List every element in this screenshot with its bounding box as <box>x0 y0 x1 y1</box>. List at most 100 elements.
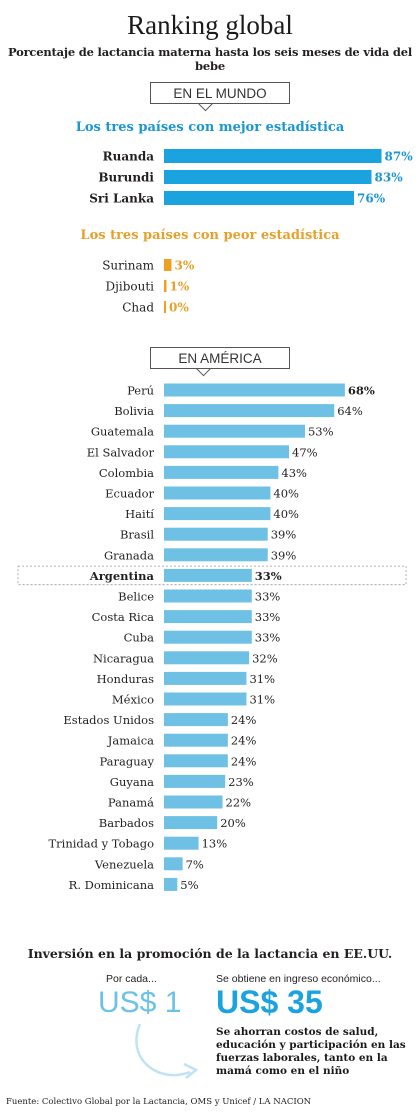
bar <box>164 170 372 184</box>
category-label: México <box>112 693 154 707</box>
value-label: 24% <box>231 734 257 748</box>
category-label: Ecuador <box>105 487 154 501</box>
bar <box>164 280 167 292</box>
flow-arrow <box>135 1023 199 1079</box>
bar <box>164 259 172 271</box>
category-label: Perú <box>127 384 154 398</box>
america-section-tab: EN AMÉRICA <box>150 347 290 369</box>
bar <box>164 816 218 830</box>
best-heading: Los tres países con mejor estadística <box>75 120 345 135</box>
category-label: Haití <box>125 507 154 521</box>
value-label: 5% <box>180 878 198 892</box>
bar <box>164 651 250 665</box>
value-label: 7% <box>186 857 204 871</box>
value-label: 33% <box>255 590 281 604</box>
bar <box>164 301 166 313</box>
bar <box>164 191 354 205</box>
bar <box>164 630 252 644</box>
value-label: 39% <box>271 528 297 542</box>
bar <box>164 877 178 891</box>
bar <box>164 465 279 479</box>
value-label: 33% <box>255 569 282 583</box>
bar <box>164 733 228 747</box>
america-chart: Perú 68% Bolivia 64% Guatemala 53% El Salvador… <box>17 383 407 892</box>
value-label: 47% <box>292 445 318 459</box>
value-label: 43% <box>281 466 307 480</box>
worst-chart: Surinam 3% Djibouti 1% Chad 0% <box>102 259 195 315</box>
value-label: 33% <box>255 610 281 624</box>
bar <box>164 548 268 562</box>
per-value: US$ 1 <box>98 986 182 1019</box>
value-label: 1% <box>170 280 190 294</box>
category-label: Ruanda <box>103 150 155 164</box>
bar <box>164 774 226 788</box>
value-label: 31% <box>249 693 275 707</box>
value-label: 68% <box>348 384 375 398</box>
category-label: Nicaragua <box>93 651 154 665</box>
source-note: Fuente: Colectivo Global por la Lactanci… <box>6 1097 312 1107</box>
bar <box>164 383 345 397</box>
bar <box>164 507 271 521</box>
category-label: El Salvador <box>87 445 155 459</box>
value-label: 53% <box>308 425 334 439</box>
bar <box>164 671 247 685</box>
category-label: Burundi <box>98 171 154 185</box>
bar <box>164 404 335 418</box>
category-label: Brasil <box>120 528 154 542</box>
value-label: 40% <box>273 487 299 501</box>
value-label: 87% <box>385 150 414 164</box>
category-label: Djibouti <box>106 280 155 294</box>
value-label: 22% <box>226 796 252 810</box>
obtain-label: Se obtiene en ingreso económico... <box>216 973 381 985</box>
worst-heading: Los tres países con peor estadística <box>80 228 340 243</box>
category-label: Panamá <box>108 796 154 810</box>
highlight-box <box>17 565 407 586</box>
value-label: 76% <box>357 192 386 206</box>
bar <box>164 589 252 603</box>
bar <box>164 754 228 768</box>
value-label: 31% <box>249 672 275 686</box>
value-label: 24% <box>231 754 257 768</box>
category-label: Barbados <box>99 816 154 830</box>
bar <box>164 857 183 871</box>
bar <box>164 424 305 438</box>
category-label: Chad <box>122 301 154 315</box>
value-label: 0% <box>169 301 189 315</box>
value-label: 39% <box>271 548 297 562</box>
category-label: Granada <box>104 548 154 562</box>
category-label: Venezuela <box>94 857 154 871</box>
category-label: Belice <box>118 590 154 604</box>
bar <box>164 692 247 706</box>
category-label: Argentina <box>89 569 155 583</box>
category-label: R. Dominicana <box>69 878 154 892</box>
category-label: Estados Unidos <box>63 713 154 727</box>
bar <box>164 568 252 582</box>
category-label: Bolivia <box>114 404 154 418</box>
obtain-value: US$ 35 <box>216 984 323 1020</box>
bar <box>164 610 252 624</box>
savings-text: Se ahorran costos de salud, educación y … <box>216 1026 406 1077</box>
category-label: Cuba <box>124 631 155 645</box>
category-label: Jamaica <box>107 734 154 748</box>
value-label: 20% <box>220 816 246 830</box>
value-label: 33% <box>255 631 281 645</box>
value-label: 23% <box>228 775 254 789</box>
bar <box>164 527 268 541</box>
value-label: 83% <box>375 171 404 185</box>
category-label: Paraguay <box>99 754 154 768</box>
category-label: Trinidad y Tobago <box>48 837 154 851</box>
bar <box>164 149 382 163</box>
category-label: Sri Lanka <box>89 192 154 206</box>
bar <box>164 445 290 459</box>
value-label: 13% <box>202 837 228 851</box>
bar <box>164 795 223 809</box>
category-label: Costa Rica <box>92 610 155 624</box>
category-label: Honduras <box>97 672 154 686</box>
bar <box>164 836 199 850</box>
investment-title: Inversión en la promoción de la lactanci… <box>27 946 393 961</box>
world-section-tab: EN EL MUNDO <box>150 82 290 104</box>
page-title: Ranking global <box>127 10 293 40</box>
category-label: Guatemala <box>91 425 154 439</box>
per-label: Por cada... <box>106 973 157 985</box>
value-label: 32% <box>252 651 278 665</box>
